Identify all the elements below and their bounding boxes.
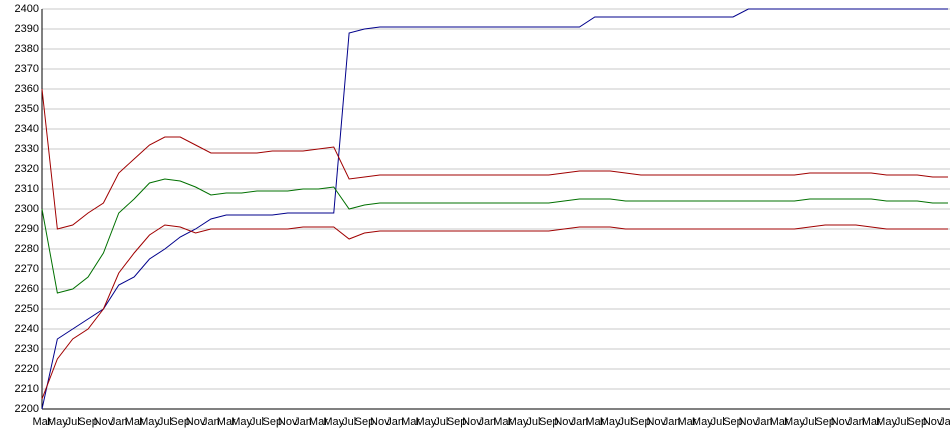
x-tick-label: May (139, 416, 160, 428)
y-tick-label: 2290 (15, 223, 39, 235)
x-tick-label: May (508, 416, 529, 428)
y-tick-label: 2220 (15, 363, 39, 375)
x-tick-label: Jul (526, 416, 540, 428)
x-tick-label: Mar (217, 416, 236, 428)
x-tick-label: May (600, 416, 621, 428)
x-tick-label: Jul (342, 416, 356, 428)
x-tick-label: Nov (923, 416, 943, 428)
x-tick-label: May (784, 416, 805, 428)
y-tick-label: 2330 (15, 143, 39, 155)
x-tick-label: Sep (355, 416, 375, 428)
x-tick-label: Mar (401, 416, 420, 428)
y-tick-label: 2250 (15, 303, 39, 315)
x-tick-label: May (416, 416, 437, 428)
x-tick-label: Jul (803, 416, 817, 428)
x-tick-label: Jul (711, 416, 725, 428)
x-tick-label: Nov (554, 416, 574, 428)
x-tick-label: Jan (202, 416, 220, 428)
y-tick-label: 2230 (15, 343, 39, 355)
x-tick-label: Nov (831, 416, 851, 428)
x-tick-label: Jan (294, 416, 312, 428)
x-tick-label: Mar (309, 416, 328, 428)
y-tick-label: 2210 (15, 383, 39, 395)
x-tick-label: Mar (125, 416, 144, 428)
x-tick-label: Sep (539, 416, 559, 428)
series-line (41, 178, 948, 294)
y-tick-label: 2390 (15, 23, 39, 35)
x-tick-label: Jul (66, 416, 80, 428)
x-tick-label: Jan (110, 416, 128, 428)
y-tick-label: 2370 (15, 63, 39, 75)
x-tick-label: Mar (33, 416, 52, 428)
x-tick-label: Mar (862, 416, 881, 428)
y-tick-label: 2280 (15, 243, 39, 255)
series-line (41, 224, 948, 400)
y-tick-label: 2300 (15, 203, 39, 215)
y-tick-label: 2240 (15, 323, 39, 335)
x-tick-label: Mar (770, 416, 789, 428)
x-tick-label: Sep (815, 416, 835, 428)
x-tick-label: May (231, 416, 252, 428)
x-tick-label: Jul (158, 416, 172, 428)
x-tick-label: Jan (478, 416, 496, 428)
x-tick-label: May (692, 416, 713, 428)
x-tick-label: Jan (939, 416, 950, 428)
x-tick-label: Sep (263, 416, 283, 428)
y-tick-label: 2320 (15, 163, 39, 175)
x-tick-label: May (323, 416, 344, 428)
x-tick-label: Sep (78, 416, 98, 428)
y-tick-label: 2400 (15, 3, 39, 15)
series-line (41, 88, 948, 230)
y-tick-label: 2310 (15, 183, 39, 195)
x-tick-label: Jan (755, 416, 773, 428)
x-tick-label: Jul (434, 416, 448, 428)
x-tick-label: May (47, 416, 68, 428)
x-tick-label: Nov (462, 416, 482, 428)
x-tick-label: Jan (847, 416, 865, 428)
x-tick-label: Nov (646, 416, 666, 428)
x-tick-label: Nov (94, 416, 114, 428)
y-tick-label: 2350 (15, 103, 39, 115)
x-tick-label: Nov (739, 416, 759, 428)
x-tick-label: Jan (571, 416, 589, 428)
x-tick-label: Mar (493, 416, 512, 428)
x-tick-label: Jul (618, 416, 632, 428)
y-tick-label: 2270 (15, 263, 39, 275)
y-tick-label: 2260 (15, 283, 39, 295)
x-tick-label: Jul (250, 416, 264, 428)
series-line (41, 8, 948, 410)
x-tick-label: Nov (186, 416, 206, 428)
y-tick-label: 2380 (15, 43, 39, 55)
y-tick-label: 2200 (15, 403, 39, 415)
x-tick-label: May (876, 416, 897, 428)
x-tick-label: Sep (631, 416, 651, 428)
x-tick-label: Sep (907, 416, 927, 428)
y-tick-label: 2340 (15, 123, 39, 135)
x-tick-label: Sep (447, 416, 467, 428)
x-tick-label: Nov (370, 416, 390, 428)
x-tick-label: Sep (170, 416, 190, 428)
x-tick-label: Mar (677, 416, 696, 428)
x-tick-label: Mar (585, 416, 604, 428)
x-tick-label: Sep (723, 416, 743, 428)
x-tick-label: Nov (278, 416, 298, 428)
x-tick-label: Jan (386, 416, 404, 428)
x-tick-label: Jan (663, 416, 681, 428)
y-tick-label: 2360 (15, 83, 39, 95)
x-tick-label: Jul (895, 416, 909, 428)
